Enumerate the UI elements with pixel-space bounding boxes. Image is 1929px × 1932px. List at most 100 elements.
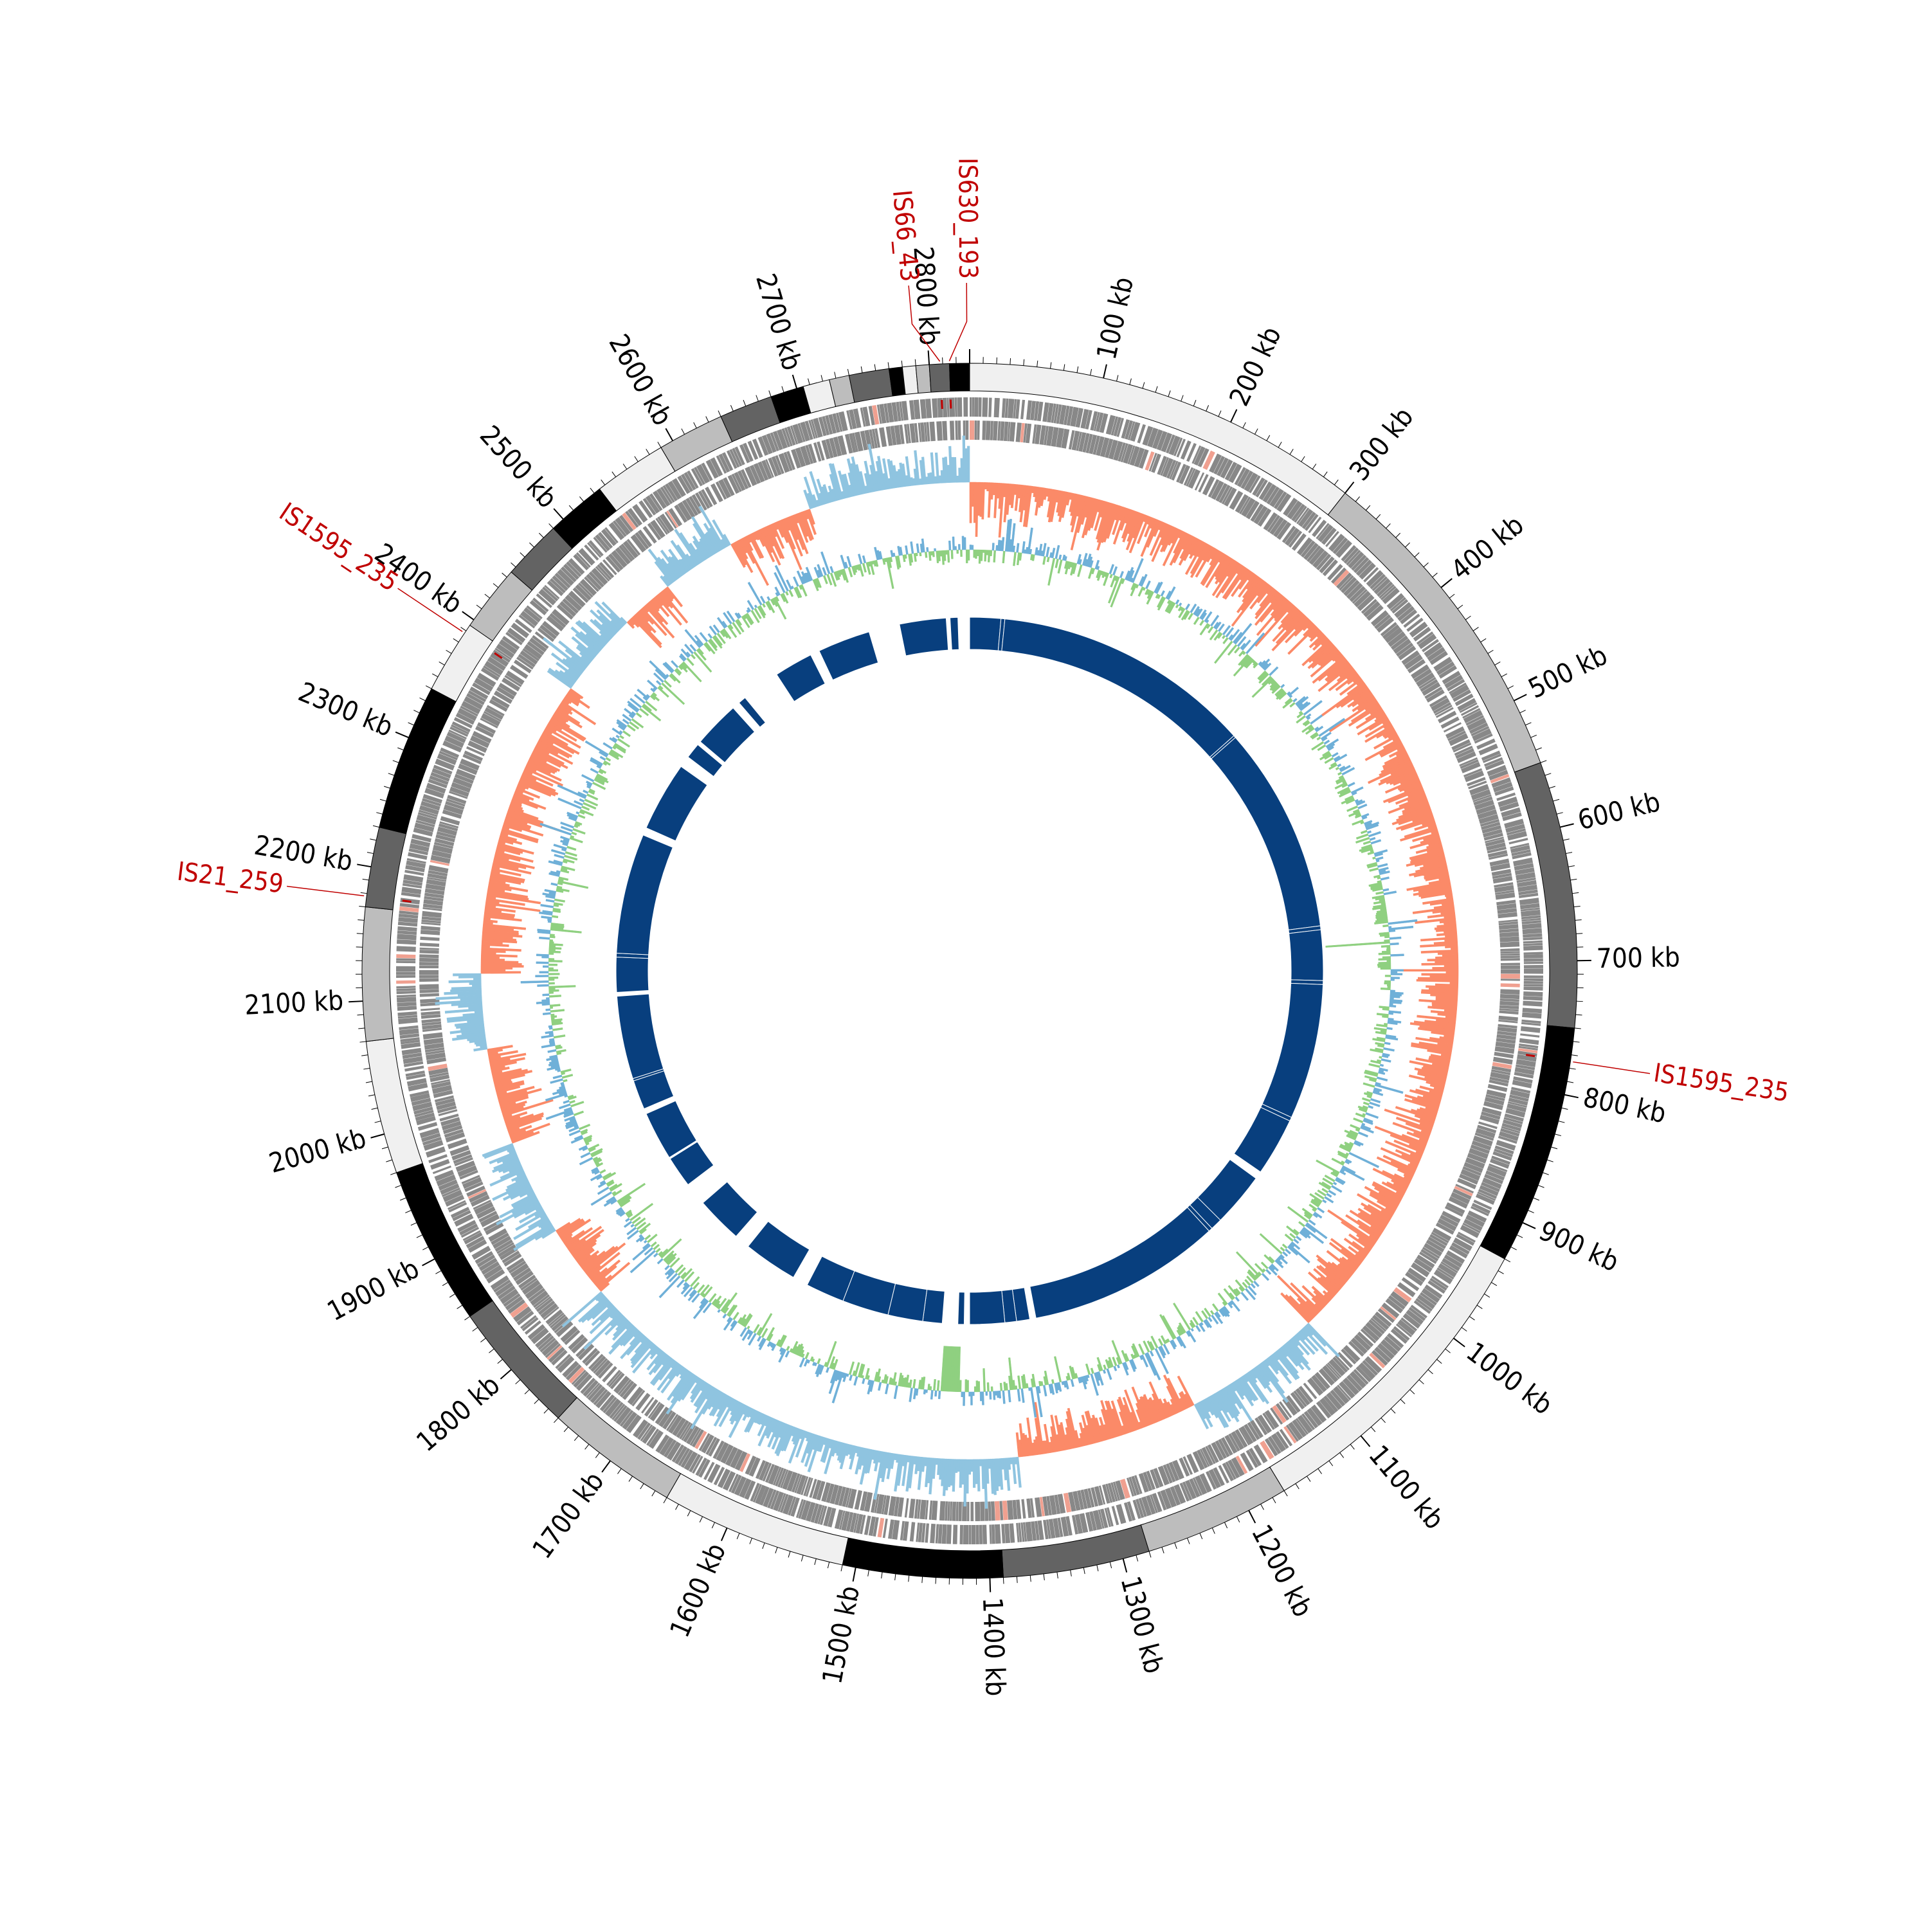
cds-reverse bbox=[419, 954, 439, 958]
kb-tick bbox=[700, 1517, 702, 1522]
kb-tick bbox=[511, 563, 516, 567]
kb-tick bbox=[457, 1305, 462, 1309]
cds-forward bbox=[1004, 1524, 1010, 1543]
cds-reverse bbox=[879, 427, 887, 447]
kb-tick bbox=[1155, 386, 1157, 393]
kb-tick bbox=[1143, 383, 1145, 389]
kb-tick bbox=[408, 723, 414, 725]
kb-tick bbox=[1329, 1461, 1333, 1466]
kb-tick bbox=[462, 611, 474, 620]
kb-tick-label: 1000 kb bbox=[1461, 1336, 1559, 1421]
cds-reverse bbox=[932, 1501, 938, 1520]
kb-tick bbox=[1437, 1359, 1442, 1363]
kb-tick bbox=[1541, 761, 1546, 763]
cds-reverse bbox=[929, 422, 936, 441]
kb-tick bbox=[366, 1081, 372, 1083]
kb-tick bbox=[1381, 1418, 1386, 1422]
kb-tick-label: 600 kb bbox=[1575, 786, 1663, 836]
kb-tick bbox=[1574, 906, 1580, 907]
kb-tick bbox=[1261, 1504, 1264, 1510]
kb-tick bbox=[371, 1134, 385, 1138]
kb-tick-label: 2500 kb bbox=[474, 419, 563, 514]
cds-reverse bbox=[1500, 941, 1519, 947]
kb-tick bbox=[1103, 365, 1107, 378]
kb-tick bbox=[1037, 361, 1038, 367]
kb-tick bbox=[358, 1028, 365, 1029]
kb-tick bbox=[1567, 1081, 1573, 1083]
kb-tick bbox=[1555, 1134, 1561, 1136]
kb-tick bbox=[1551, 1147, 1557, 1149]
cds-forward bbox=[396, 958, 415, 961]
gc-content-track bbox=[521, 519, 1417, 1417]
cds-reverse bbox=[1499, 936, 1519, 942]
kb-tick bbox=[1391, 1409, 1395, 1413]
blast-block bbox=[970, 1291, 1005, 1324]
cds-forward bbox=[1522, 1012, 1542, 1018]
kb-tick bbox=[1301, 456, 1305, 462]
kb-tick bbox=[1557, 813, 1563, 815]
kb-tick bbox=[601, 480, 605, 485]
kb-tick bbox=[763, 1543, 765, 1549]
cds-reverse bbox=[419, 958, 439, 962]
cds-forward bbox=[1523, 945, 1543, 950]
kb-tick bbox=[1168, 390, 1170, 396]
kb-tick bbox=[590, 488, 594, 493]
contig-segment bbox=[849, 368, 892, 402]
kb-tick bbox=[502, 573, 507, 577]
kb-tick bbox=[1212, 1528, 1215, 1533]
kb-tick bbox=[432, 674, 438, 677]
kb-tick bbox=[888, 362, 889, 368]
cds-reverse bbox=[1501, 963, 1520, 966]
cds-reverse bbox=[958, 1502, 961, 1521]
kb-tick bbox=[1218, 411, 1221, 417]
kb-tick bbox=[1433, 573, 1438, 577]
cds-reverse bbox=[977, 420, 979, 440]
kb-tick bbox=[808, 379, 810, 385]
kb-tick bbox=[1488, 650, 1494, 653]
kb-tick bbox=[847, 369, 849, 375]
kb-tick bbox=[788, 1551, 790, 1558]
kb-tick bbox=[435, 1270, 441, 1274]
kb-tick bbox=[666, 428, 673, 440]
kb-tick bbox=[1545, 773, 1551, 775]
blast-block bbox=[748, 1222, 809, 1277]
is-element-label: IS630_193 bbox=[952, 158, 983, 279]
kb-tick bbox=[382, 1147, 388, 1149]
cds-forward bbox=[1524, 968, 1543, 973]
kb-tick bbox=[363, 879, 369, 880]
blast-block bbox=[777, 655, 825, 701]
kb-tick bbox=[1254, 429, 1258, 435]
cds-forward bbox=[1524, 984, 1543, 986]
contig-segment bbox=[362, 907, 394, 1042]
cds-reverse bbox=[420, 948, 439, 950]
is-element-marker bbox=[403, 901, 412, 902]
cds-forward bbox=[953, 1525, 957, 1544]
kb-tick bbox=[1535, 748, 1541, 750]
kb-tick-label: 400 kb bbox=[1445, 509, 1530, 586]
cds-forward bbox=[1523, 991, 1543, 997]
kb-tick bbox=[617, 1468, 621, 1474]
cds-reverse bbox=[975, 1502, 980, 1521]
kb-tick bbox=[358, 920, 364, 921]
kb-tick bbox=[1570, 879, 1577, 880]
kb-tick bbox=[1559, 1121, 1565, 1123]
kb-tick bbox=[585, 1444, 589, 1449]
cds-reverse bbox=[1500, 948, 1519, 952]
kb-tick bbox=[1419, 1380, 1424, 1384]
kb-tick bbox=[1428, 1369, 1433, 1374]
kb-tick bbox=[579, 496, 583, 501]
kb-tick bbox=[706, 417, 709, 422]
kb-tick bbox=[1495, 662, 1501, 665]
cds-tracks bbox=[396, 397, 1543, 1544]
cds-reverse bbox=[947, 1501, 950, 1521]
cds-forward bbox=[975, 1525, 979, 1544]
kb-tick-label: 2100 kb bbox=[244, 984, 344, 1021]
kb-tick bbox=[658, 442, 661, 447]
blast-block bbox=[819, 632, 878, 680]
kb-tick bbox=[534, 1399, 539, 1404]
kb-tick bbox=[1243, 422, 1245, 428]
cds-forward bbox=[1519, 1038, 1539, 1045]
kb-tick bbox=[539, 533, 543, 537]
kb-tick bbox=[388, 773, 394, 775]
kb-tick bbox=[1010, 358, 1011, 365]
